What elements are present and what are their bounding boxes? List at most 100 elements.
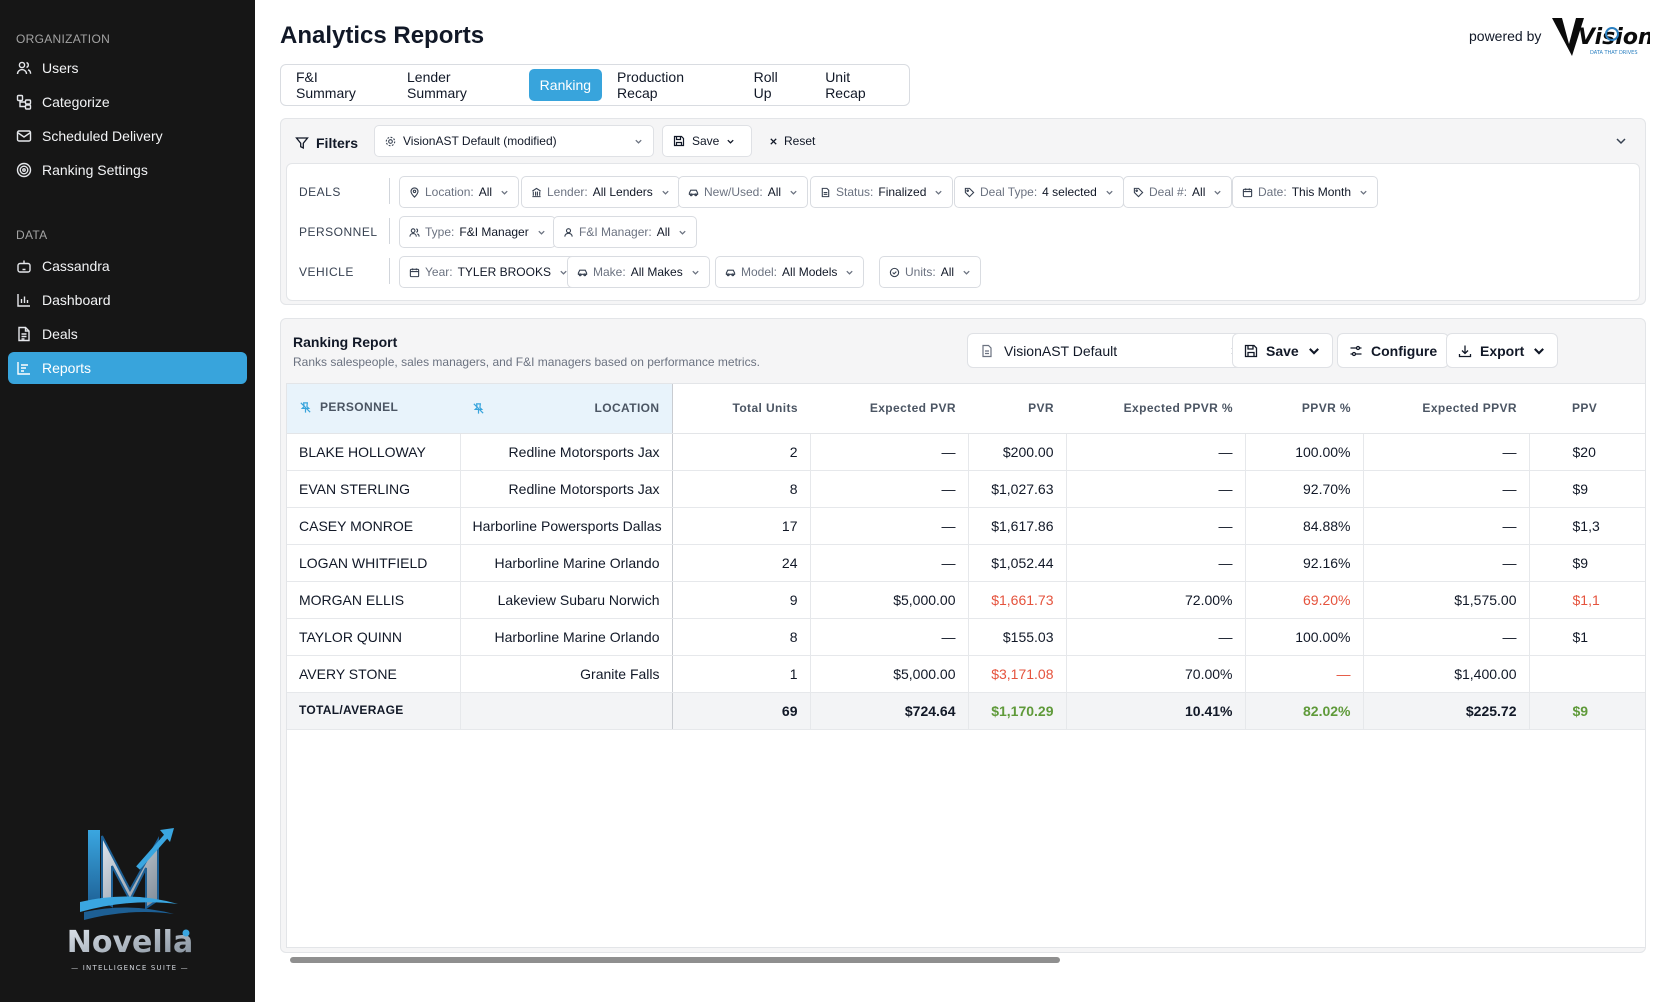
column-header-ppvr-pct[interactable]: PPVR %: [1245, 384, 1363, 434]
ranking-table-container[interactable]: PERSONNEL LOCATION Total Units Expected …: [286, 383, 1645, 948]
cell-exp-ppvr: $1,575.00: [1363, 581, 1530, 619]
column-header-personnel[interactable]: PERSONNEL: [287, 384, 460, 434]
table-row[interactable]: AVERY STONE Granite Falls 1 $5,000.00 $3,171…: [287, 655, 1645, 693]
table-row[interactable]: LOGAN WHITFIELD Harborline Marine Orlando…: [287, 544, 1645, 582]
sidebar-item-ranking-settings[interactable]: Ranking Settings: [8, 154, 247, 186]
cell-location: Granite Falls: [460, 655, 673, 693]
bot-icon: [17, 260, 31, 273]
filter-chip-new-used[interactable]: New/Used: All: [678, 176, 809, 208]
chevron-down-icon: [1106, 190, 1113, 195]
table-row[interactable]: MORGAN ELLIS Lakeview Subaru Norwich 9 $5,0…: [287, 581, 1645, 619]
column-header-expected-pvr[interactable]: Expected PVR: [810, 384, 968, 434]
cell-location: Harborline Marine Orlando: [460, 544, 673, 582]
table-header-row: PERSONNEL LOCATION Total Units Expected …: [287, 384, 1645, 434]
pin-off-icon[interactable]: [472, 402, 485, 415]
filter-chip-fi-manager[interactable]: F&I Manager: All: [553, 216, 698, 248]
filters-panel: Filters VisionAST Default (modified) Sav…: [280, 118, 1646, 305]
map-pin-icon: [410, 186, 419, 198]
filter-chip-year[interactable]: Year: TYLER BROOKS: [399, 256, 578, 288]
column-label: LOCATION: [594, 401, 660, 416]
column-header-total-units[interactable]: Total Units: [672, 384, 810, 434]
sidebar-item-label: Reports: [42, 360, 92, 376]
car-icon: [577, 269, 588, 276]
filter-chip-location[interactable]: Location: All: [399, 176, 520, 208]
cell-ppvr-pct: 92.70%: [1245, 470, 1364, 508]
chip-key: Date:: [1258, 185, 1287, 199]
tag-icon: [1133, 187, 1144, 197]
cell-exp-ppvr-pct: —: [1066, 618, 1246, 656]
tab-ranking[interactable]: Ranking: [528, 69, 603, 101]
filter-chip-model[interactable]: Model: All Models: [715, 256, 865, 288]
chip-key: Lender:: [547, 185, 588, 199]
sidebar-item-cassandra[interactable]: Cassandra: [8, 250, 247, 282]
column-header-pvr[interactable]: PVR: [968, 384, 1066, 434]
horizontal-scrollbar[interactable]: [290, 957, 1060, 963]
cell-pvr: $1,052.44: [968, 544, 1067, 582]
total-pvr: $1,170.29: [968, 692, 1067, 730]
filter-reset-label: Reset: [784, 134, 816, 148]
sidebar-item-reports[interactable]: Reports: [8, 352, 247, 384]
cell-units: 2: [672, 433, 811, 471]
filters-label: Filters: [316, 135, 359, 151]
report-description: Ranks salespeople, sales managers, and F…: [293, 355, 760, 369]
calendar-icon: [1242, 187, 1253, 197]
sidebar-item-scheduled-delivery[interactable]: Scheduled Delivery: [8, 120, 247, 152]
filter-chip-make[interactable]: Make: All Makes: [567, 256, 710, 288]
cell-personnel: CASEY MONROE: [287, 507, 461, 545]
cell-units: 8: [672, 618, 811, 656]
table-row[interactable]: BLAKE HOLLOWAY Redline Motorsports Jax 2— $…: [287, 433, 1645, 471]
filter-icon: [295, 137, 309, 150]
table-row[interactable]: CASEY MONROE Harborline Powersports Dalla…: [287, 507, 1645, 545]
filter-save-button[interactable]: Save: [662, 125, 752, 157]
tab-roll-up[interactable]: Roll Up: [753, 69, 778, 101]
cell-location: Redline Motorsports Jax: [460, 470, 673, 508]
cell-ppv: $1,1: [1529, 581, 1645, 619]
column-header-expected-ppvr-pct[interactable]: Expected PPVR %: [1066, 384, 1245, 434]
column-header-ppv[interactable]: PPV: [1529, 384, 1645, 434]
cell-exp-pvr: —: [810, 470, 969, 508]
sidebar-item-dashboard[interactable]: Dashboard: [8, 284, 247, 316]
sidebar-item-deals[interactable]: Deals: [8, 318, 247, 350]
filter-chip-lender[interactable]: Lender: All Lenders: [521, 176, 680, 208]
filter-chip-deal-type[interactable]: Deal Type: 4 selected: [954, 176, 1124, 208]
report-export-button[interactable]: Export: [1446, 333, 1559, 368]
chip-key: Location:: [425, 185, 474, 199]
filter-preset-select[interactable]: VisionAST Default (modified): [374, 125, 654, 157]
tab-unit-recap[interactable]: Unit Recap: [825, 69, 866, 101]
filter-preset-value: VisionAST Default (modified): [403, 134, 557, 148]
filter-chip-units[interactable]: Units: All: [879, 256, 982, 288]
vision-logo: Vision DATA THAT DRIVES: [1550, 14, 1650, 58]
ranking-table: PERSONNEL LOCATION Total Units Expected …: [287, 384, 1645, 730]
filters-header: Filters: [295, 131, 358, 155]
chevron-down-icon[interactable]: [1611, 131, 1631, 151]
page-title: Analytics Reports: [280, 22, 485, 49]
save-icon: [1244, 344, 1258, 357]
filter-chip-status[interactable]: Status: Finalized: [810, 176, 954, 208]
filter-chip-deal-number[interactable]: Deal #: All: [1123, 176, 1233, 208]
table-row[interactable]: EVAN STERLING Redline Motorsports Jax 8— $1…: [287, 470, 1645, 508]
filter-chip-personnel-type[interactable]: Type: F&I Manager: [399, 216, 556, 248]
sidebar-item-categorize[interactable]: Categorize: [8, 86, 247, 118]
total-ppv: $9: [1529, 692, 1645, 730]
filter-chip-date[interactable]: Date: This Month: [1232, 176, 1379, 208]
column-header-location[interactable]: LOCATION: [460, 384, 673, 434]
report-view-select[interactable]: VisionAST Default: [967, 333, 1254, 368]
chevron-down-icon: [662, 190, 669, 195]
total-location-empty: [460, 692, 673, 730]
pin-off-icon[interactable]: [299, 401, 312, 414]
cell-personnel: TAYLOR QUINN: [287, 618, 461, 656]
column-header-expected-ppvr[interactable]: Expected PPVR: [1363, 384, 1529, 434]
report-configure-button[interactable]: Configure: [1337, 333, 1450, 368]
filter-reset-button[interactable]: Reset: [761, 125, 823, 157]
cell-pvr: $1,617.86: [968, 507, 1067, 545]
report-save-button[interactable]: Save: [1232, 333, 1333, 368]
tab-fi-summary[interactable]: F&I Summary: [296, 69, 356, 101]
tab-production-recap[interactable]: Production Recap: [617, 69, 684, 101]
sidebar-item-users[interactable]: Users: [8, 52, 247, 84]
sidebar: ORGANIZATION Users Categorize Scheduled …: [0, 0, 255, 1002]
table-row[interactable]: TAYLOR QUINN Harborline Marine Orlando 8— $…: [287, 618, 1645, 656]
tab-lender-summary[interactable]: Lender Summary: [407, 69, 467, 101]
report-view-value: VisionAST Default: [1004, 342, 1118, 359]
chevron-down-icon: [1308, 347, 1319, 355]
cell-exp-pvr: $5,000.00: [810, 581, 969, 619]
